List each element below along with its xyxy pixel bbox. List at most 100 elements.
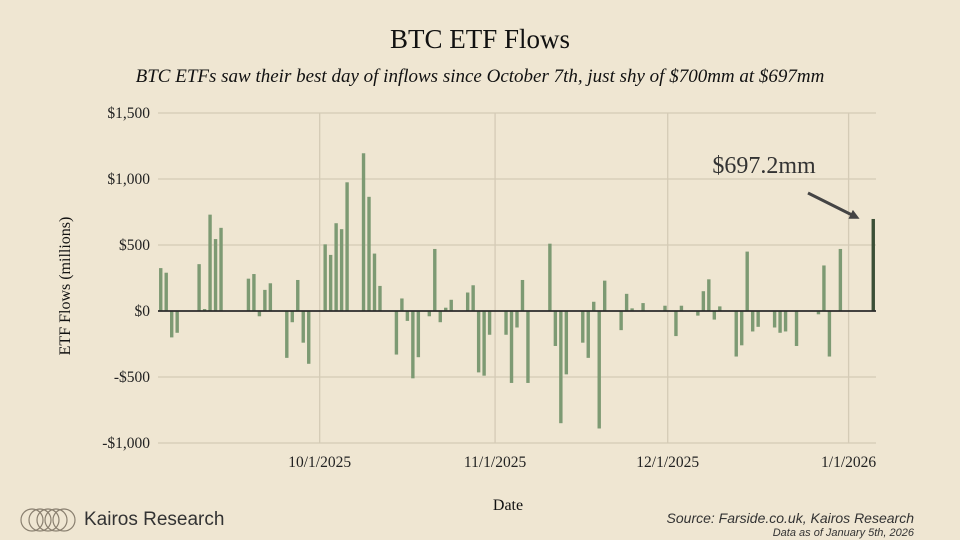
bar <box>339 229 344 311</box>
bar <box>734 311 738 357</box>
bar <box>756 311 760 327</box>
bar <box>597 311 601 429</box>
bar <box>822 265 826 311</box>
x-axis-title: Date <box>493 497 523 514</box>
bar <box>213 239 218 311</box>
bar <box>433 248 437 311</box>
bar <box>197 264 201 311</box>
y-tick-label: $1,500 <box>107 105 150 122</box>
bar <box>257 311 262 317</box>
bar <box>515 311 519 328</box>
bar <box>307 311 311 364</box>
y-tick-label: $1,000 <box>107 171 150 188</box>
bar <box>504 311 508 335</box>
annotation-arrow-icon <box>807 191 860 219</box>
bar <box>520 279 525 311</box>
axes: -$1,000 -$500 $0 $500 $1,000 $1,500 10/1/2025 1… <box>102 105 876 471</box>
bar <box>334 223 338 311</box>
bar <box>564 311 569 375</box>
bar <box>602 280 607 311</box>
chart-title: BTC ETF Flows <box>389 24 571 54</box>
data-date-text: Data as of January 5th, 2026 <box>772 527 914 539</box>
bar <box>416 311 421 358</box>
bar <box>476 311 481 373</box>
bar <box>526 311 530 383</box>
bar <box>208 214 212 311</box>
bar <box>465 292 470 311</box>
bar <box>285 311 289 358</box>
bar <box>778 311 782 333</box>
x-tick-label: 11/1/2025 <box>464 454 527 471</box>
bar <box>641 303 645 311</box>
bar <box>263 289 267 311</box>
bar-latest <box>871 218 875 311</box>
bar <box>246 278 251 311</box>
bars <box>159 153 875 429</box>
x-tick-label: 10/1/2025 <box>288 454 351 471</box>
bar <box>328 254 333 311</box>
bar <box>164 272 168 311</box>
bar <box>301 311 305 343</box>
bar <box>202 309 207 311</box>
brand-name: Kairos Research <box>84 509 225 530</box>
rings-logo-icon <box>20 508 76 532</box>
bar <box>679 305 684 311</box>
bar <box>701 291 706 311</box>
bar <box>482 311 486 376</box>
bar <box>400 298 404 311</box>
bar <box>361 153 366 311</box>
source-note: Source: Farside.co.uk, Kairos Research D… <box>667 510 914 539</box>
bar <box>378 285 382 311</box>
x-tick-label: 1/1/2026 <box>821 454 876 471</box>
bar <box>553 311 558 346</box>
bar <box>170 311 174 338</box>
bar <box>624 293 629 311</box>
bar <box>750 311 755 332</box>
bar <box>411 311 415 379</box>
brand-logo: Kairos Research <box>20 506 224 534</box>
y-tick-label: -$500 <box>114 369 150 386</box>
bar <box>372 253 377 311</box>
source-text: Source: Farside.co.uk, Kairos Research <box>666 510 914 526</box>
x-tick-label: 12/1/2025 <box>636 454 699 471</box>
bar <box>268 283 273 311</box>
annotation-label: $697.2mm <box>712 153 816 179</box>
bar <box>559 311 563 424</box>
bar <box>471 285 475 311</box>
bar <box>674 311 678 337</box>
bar <box>827 311 832 357</box>
y-tick-label: -$1,000 <box>102 435 150 452</box>
bar <box>592 301 596 311</box>
bar <box>159 268 163 311</box>
bar <box>175 311 179 333</box>
y-tick-label: $0 <box>135 303 151 320</box>
bar <box>619 311 623 331</box>
bar <box>707 279 711 311</box>
bar <box>438 311 442 323</box>
bar <box>696 311 700 316</box>
bar <box>487 311 492 335</box>
chart-subtitle: BTC ETFs saw their best day of inflows s… <box>135 66 825 87</box>
bar <box>586 311 590 358</box>
bar <box>405 311 410 321</box>
grid-lines <box>158 112 876 444</box>
bar <box>449 299 453 311</box>
bar <box>783 311 788 332</box>
bar <box>712 311 717 320</box>
bar <box>740 311 744 346</box>
bar <box>548 243 552 311</box>
y-axis-title: ETF Flows (millions) <box>57 217 74 356</box>
bar <box>630 308 634 311</box>
bar <box>290 311 294 323</box>
bar <box>581 311 585 343</box>
bar <box>838 248 843 311</box>
bar <box>323 244 327 311</box>
bar <box>219 227 223 311</box>
bar <box>816 311 821 315</box>
bar <box>772 311 777 328</box>
bar <box>745 251 749 311</box>
bar <box>509 311 514 383</box>
bar <box>345 182 349 311</box>
bar <box>367 196 371 311</box>
